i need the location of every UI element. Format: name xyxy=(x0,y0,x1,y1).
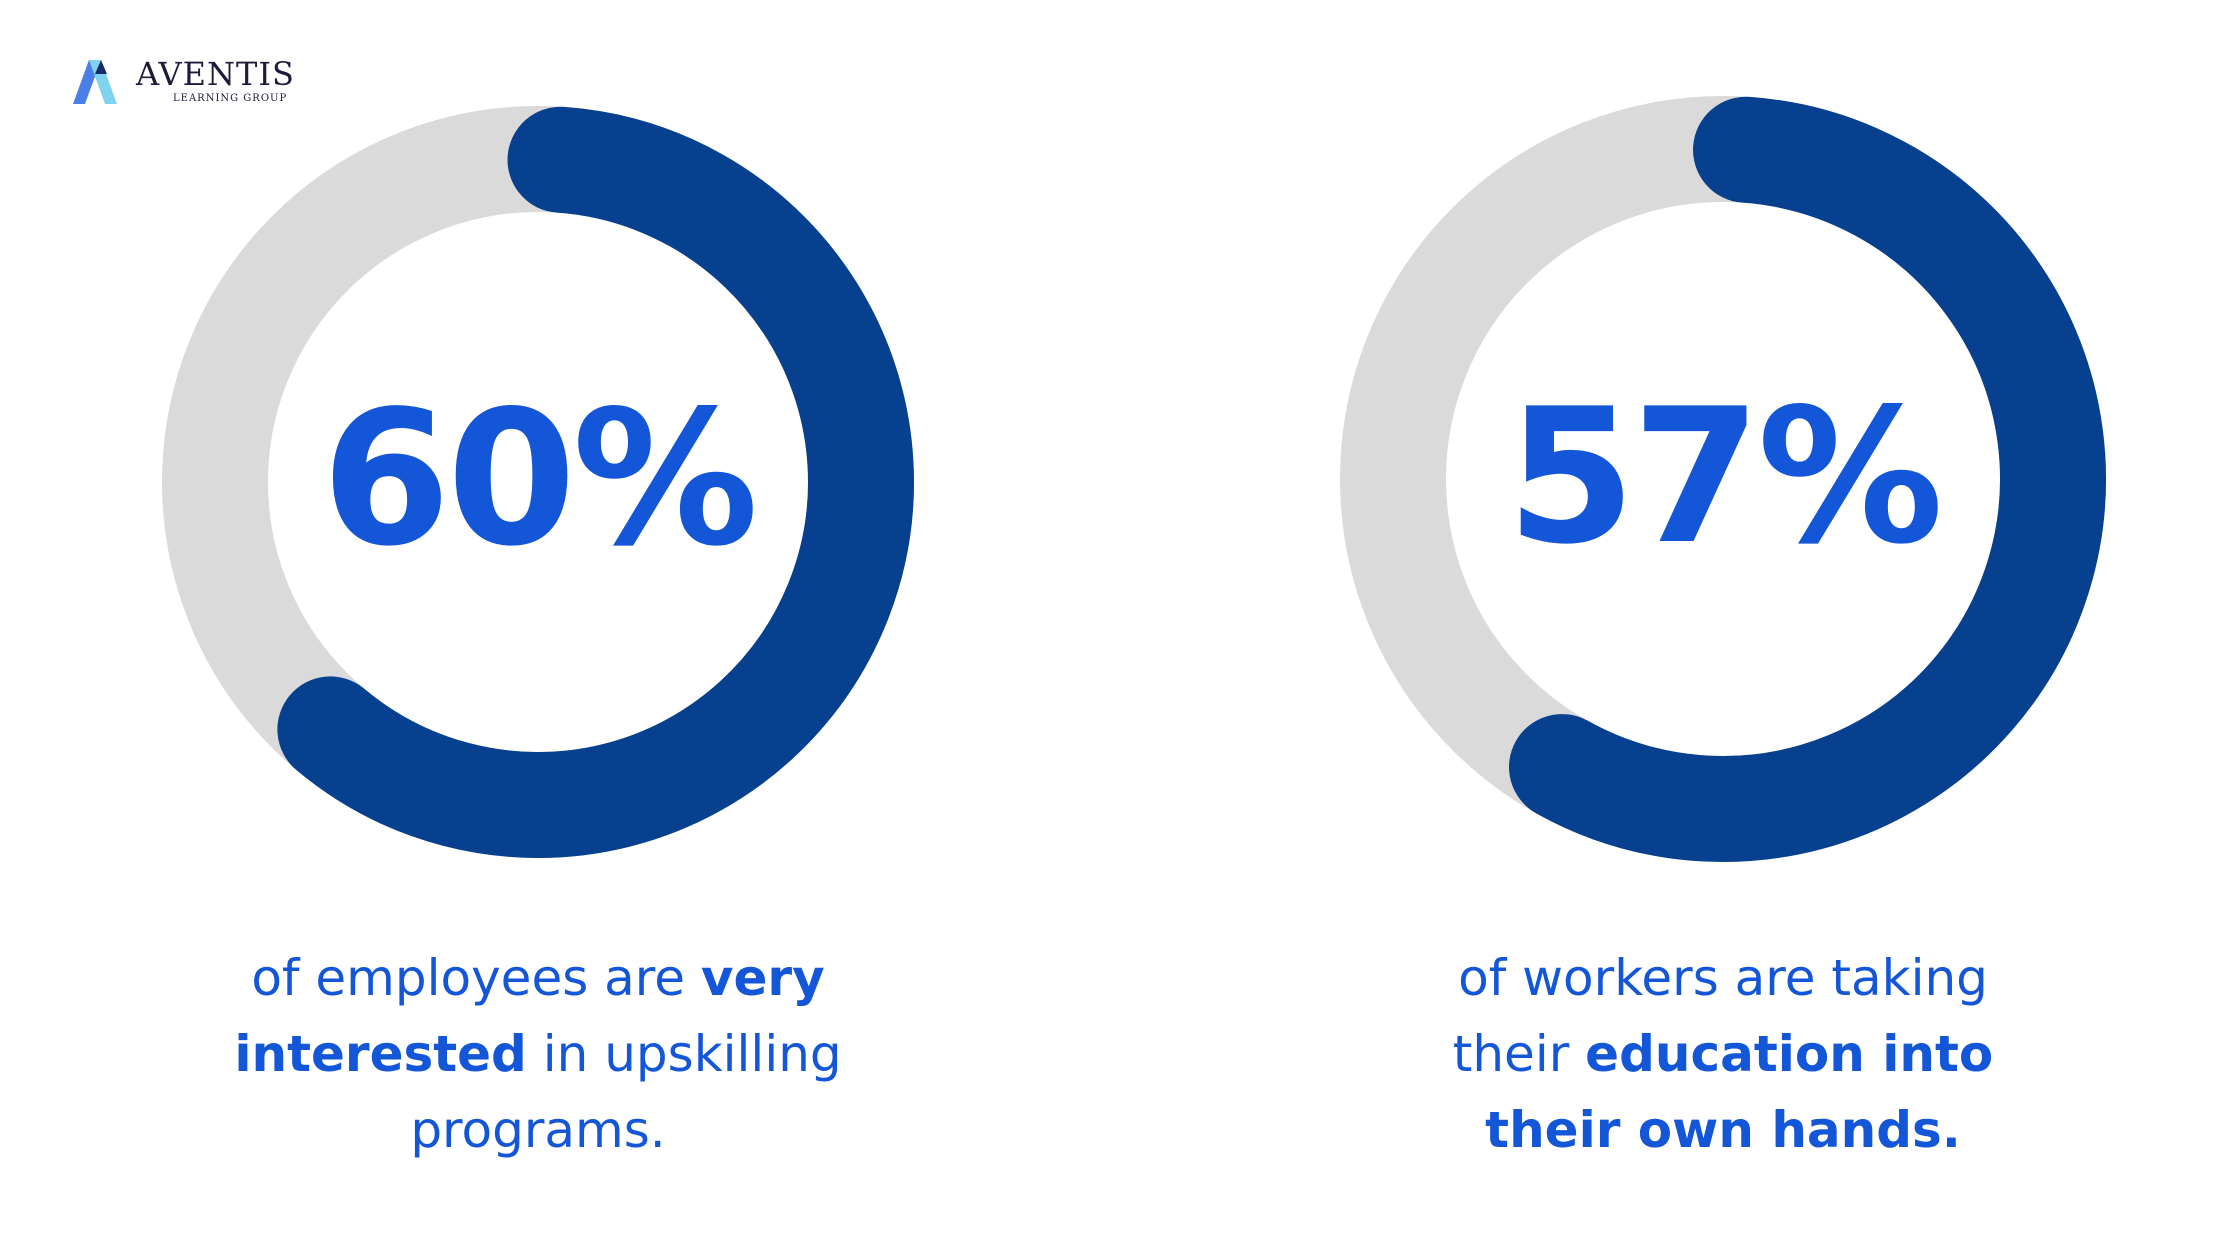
donut-svg xyxy=(1340,96,2106,862)
caption-text: programs. xyxy=(410,1101,666,1159)
aventis-logo-mark-icon xyxy=(73,60,117,104)
caption-bold: their own hands. xyxy=(1485,1101,1961,1159)
caption-bold: very xyxy=(700,949,825,1007)
donut-svg xyxy=(162,106,914,858)
caption-text: their xyxy=(1452,1025,1586,1083)
logo-subtitle: LEARNING GROUP xyxy=(173,93,288,104)
logo-name: AVENTIS xyxy=(136,55,295,93)
donut-arc xyxy=(277,106,914,858)
caption-employees: of employees are very interested in upsk… xyxy=(148,940,928,1168)
donut-chart-workers: 57% xyxy=(1338,94,2108,864)
donut-chart-employees: 60% xyxy=(158,102,918,862)
donut-arc xyxy=(1509,96,2106,862)
caption-line-1: of employees are very xyxy=(148,940,928,1016)
caption-line-2: interested in upskilling xyxy=(148,1016,928,1092)
caption-bold: interested xyxy=(234,1025,527,1083)
caption-bold: education into xyxy=(1585,1025,1994,1083)
caption-line-3: programs. xyxy=(148,1092,928,1168)
caption-text: of workers are taking xyxy=(1458,949,1988,1007)
caption-text: of employees are xyxy=(251,949,701,1007)
caption-text: in upskilling xyxy=(526,1025,842,1083)
caption-line-1: of workers are taking xyxy=(1338,940,2108,1016)
caption-workers: of workers are taking their education in… xyxy=(1338,940,2108,1168)
donut-value-label: 57% xyxy=(1506,368,1943,585)
caption-line-3: their own hands. xyxy=(1338,1092,2108,1168)
donut-value-label: 60% xyxy=(321,370,758,587)
aventis-logo: AVENTIS LEARNING GROUP xyxy=(73,58,323,108)
caption-line-2: their education into xyxy=(1338,1016,2108,1092)
